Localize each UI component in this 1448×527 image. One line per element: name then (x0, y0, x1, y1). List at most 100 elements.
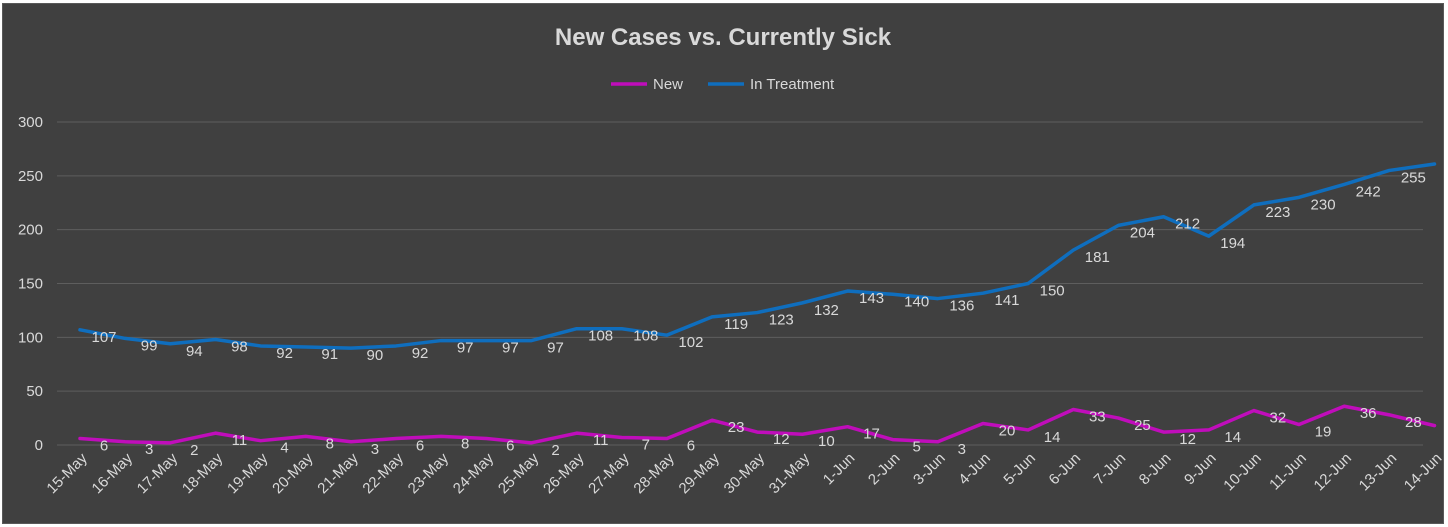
series-line-in-treatment (78, 162, 1437, 350)
data-label: 90 (367, 347, 384, 364)
x-tick-label: 20-May (269, 449, 317, 497)
x-tick-label: 14-Jun (1401, 450, 1445, 494)
x-tick-label: 30-May (721, 449, 769, 497)
x-tick-label: 7-Jun (1091, 450, 1130, 489)
x-tick-label: 25-May (495, 449, 543, 497)
data-label: 242 (1356, 183, 1381, 200)
data-label: 23 (728, 419, 745, 436)
data-label: 132 (814, 302, 839, 319)
y-tick-label: 250 (18, 168, 43, 185)
x-tick-label: 23-May (405, 449, 453, 497)
x-tick-label: 29-May (676, 449, 724, 497)
legend-new-label: New (653, 76, 683, 93)
x-tick-label: 6-Jun (1046, 450, 1085, 489)
x-tick-label: 17-May (134, 449, 182, 497)
y-tick-label: 150 (18, 276, 43, 293)
data-label: 10 (818, 433, 835, 450)
data-label: 6 (100, 438, 108, 455)
data-label: 97 (547, 340, 564, 357)
x-tick-label: 12-Jun (1311, 450, 1355, 494)
data-label: 94 (186, 343, 203, 360)
data-label: 230 (1311, 196, 1336, 213)
data-label: 212 (1175, 216, 1200, 233)
x-tick-label: 8-Jun (1136, 450, 1175, 489)
chart-title: New Cases vs. Currently Sick (554, 24, 892, 51)
data-label: 36 (1360, 405, 1377, 422)
data-label: 11 (232, 432, 248, 449)
data-label: 143 (859, 290, 884, 307)
data-label: 3 (145, 441, 153, 458)
data-label: 17 (863, 426, 880, 443)
y-tick-label: 300 (18, 114, 43, 131)
x-tick-label: 15-May (43, 449, 91, 497)
data-label: 14 (1044, 429, 1061, 446)
data-label: 97 (457, 340, 474, 357)
data-label: 181 (1085, 249, 1110, 266)
data-label: 14 (1224, 429, 1241, 446)
data-label: 11 (593, 432, 609, 449)
data-label: 194 (1220, 235, 1245, 252)
data-label: 33 (1089, 408, 1106, 425)
line-chart: 0 50 100 150 200 250 300 15-May16-May17-May18-M… (18, 76, 1445, 497)
data-label: 108 (633, 328, 658, 345)
series-line-new (78, 404, 1437, 445)
data-label: 140 (904, 293, 929, 310)
data-label: 12 (773, 431, 790, 448)
data-label: 2 (551, 442, 559, 459)
x-tick-label: 26-May (540, 449, 588, 497)
data-label: 6 (506, 438, 514, 455)
x-tick-label: 22-May (359, 449, 407, 497)
y-tick-label: 0 (35, 437, 43, 454)
data-label: 141 (994, 292, 1019, 309)
x-tick-label: 9-Jun (1181, 450, 1220, 489)
x-tick-label: 21-May (314, 449, 362, 497)
x-tick-label: 11-Jun (1266, 450, 1310, 494)
x-tick-label: 31-May (766, 449, 814, 497)
data-label: 8 (461, 435, 469, 452)
x-tick-label: 13-Jun (1356, 450, 1400, 494)
data-label: 7 (642, 436, 650, 453)
x-tick-label: 28-May (630, 449, 678, 497)
data-label: 91 (321, 346, 338, 363)
y-tick-label: 200 (18, 222, 43, 239)
data-label: 119 (724, 316, 748, 333)
data-label: 3 (371, 441, 379, 458)
data-label: 6 (416, 438, 424, 455)
x-tick-label: 5-Jun (1000, 450, 1039, 489)
data-label: 20 (999, 422, 1016, 439)
data-label: 150 (1040, 283, 1065, 300)
data-label: 98 (231, 338, 248, 355)
data-label: 8 (326, 435, 334, 452)
data-label: 136 (949, 298, 974, 315)
legend-in-treatment-label: In Treatment (750, 76, 835, 93)
x-tick-label: 24-May (450, 449, 498, 497)
data-label: 5 (913, 439, 921, 456)
data-label: 255 (1401, 169, 1426, 186)
data-label: 123 (769, 312, 794, 329)
data-label: 102 (678, 334, 703, 351)
data-label: 92 (412, 345, 429, 362)
x-tick-label: 10-Jun (1220, 450, 1264, 494)
data-label: 108 (588, 328, 613, 345)
data-label: 204 (1130, 224, 1155, 241)
x-tick-label: 27-May (585, 449, 633, 497)
data-label: 28 (1405, 414, 1422, 431)
x-tick-label: 1-Jun (820, 450, 859, 489)
x-tick-label: 19-May (224, 449, 272, 497)
data-label: 19 (1315, 424, 1332, 441)
y-tick-label: 50 (26, 383, 43, 400)
x-tick-label: 16-May (89, 449, 137, 497)
data-label: 25 (1134, 417, 1151, 434)
data-label: 4 (280, 440, 288, 457)
data-label: 32 (1270, 410, 1287, 427)
data-label: 3 (958, 441, 966, 458)
data-label: 92 (276, 345, 293, 362)
chart-frame: New Cases vs. Currently Sick 0 50 100 150 20… (2, 3, 1445, 524)
data-label: 107 (91, 329, 116, 346)
data-label: 2 (190, 442, 198, 459)
x-tick-label: 18-May (179, 449, 227, 497)
data-label: 12 (1179, 431, 1196, 448)
data-label: 6 (687, 438, 695, 455)
data-label: 99 (141, 337, 158, 354)
data-label: 97 (502, 340, 519, 357)
